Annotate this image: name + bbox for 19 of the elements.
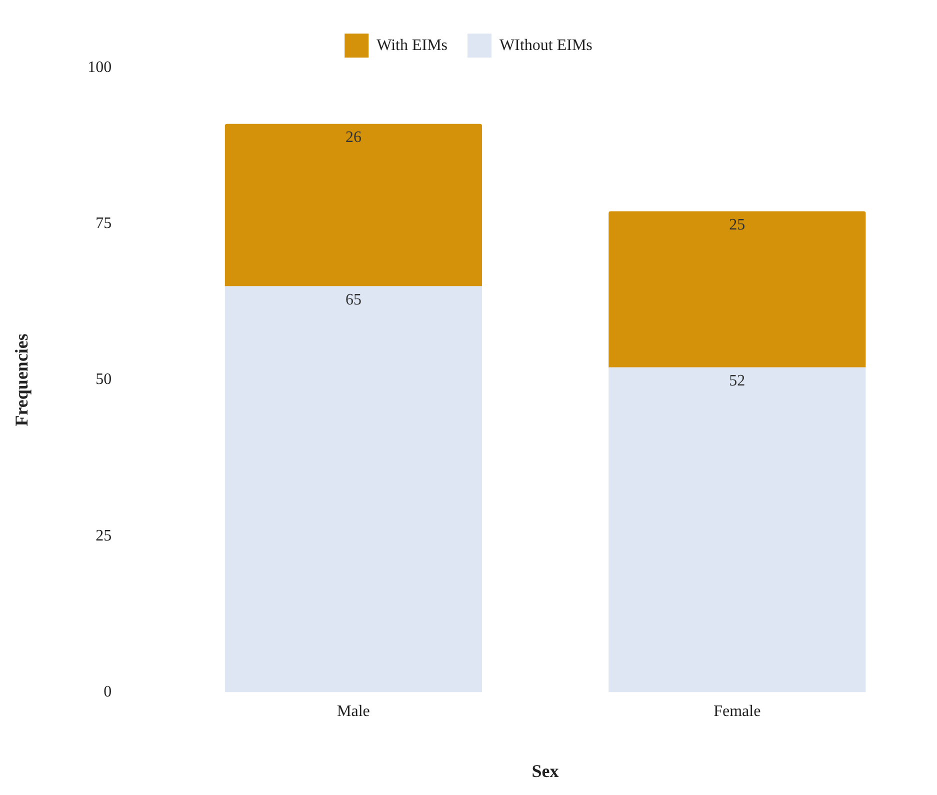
y-tick-label: 25	[96, 527, 112, 544]
y-axis-title: Frequencies	[11, 334, 32, 426]
legend-label: With EIMs	[376, 36, 448, 54]
x-tick-label: Female	[714, 703, 761, 720]
y-tick-label: 0	[104, 683, 112, 700]
bar	[608, 367, 866, 692]
x-axis-title: Sex	[532, 760, 559, 781]
y-tick-label: 50	[96, 371, 112, 388]
y-tick-label: 75	[96, 214, 112, 232]
data-label: 26	[345, 129, 362, 146]
data-label: 52	[729, 372, 746, 390]
y-tick-label: 100	[88, 58, 112, 76]
bar	[608, 211, 866, 368]
x-tick-label: Male	[337, 703, 370, 720]
data-label: 25	[729, 216, 746, 234]
data-label: 65	[345, 291, 362, 308]
bar	[224, 286, 482, 692]
legend-label: WIthout EIMs	[500, 36, 592, 54]
bar	[224, 124, 482, 286]
